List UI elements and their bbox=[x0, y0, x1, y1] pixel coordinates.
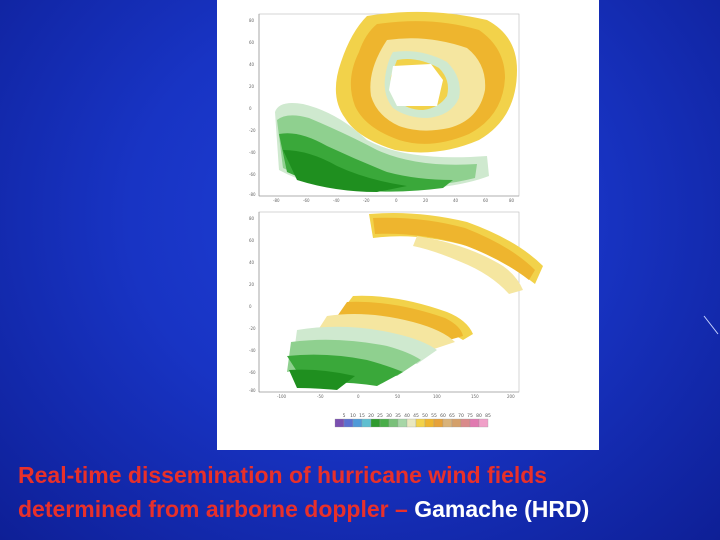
colorbar-label: 70 bbox=[458, 413, 464, 419]
colorbar-swatch bbox=[361, 418, 372, 428]
colorbar-swatch bbox=[343, 418, 354, 428]
colorbar-swatch bbox=[451, 418, 462, 428]
top-y-tick: -60 bbox=[249, 172, 256, 177]
top-x-tick: 20 bbox=[423, 198, 429, 203]
top-x-tick: 80 bbox=[509, 198, 515, 203]
slide-caption: Real-time dissemination of hurricane win… bbox=[18, 458, 718, 526]
colorbar-swatch bbox=[352, 418, 363, 428]
colorbar-label: 75 bbox=[467, 413, 473, 419]
colorbar-label: 35 bbox=[395, 413, 401, 419]
colorbar-swatch bbox=[406, 418, 417, 428]
colorbar-label: 45 bbox=[413, 413, 419, 419]
colorbar-swatch bbox=[460, 418, 471, 428]
top-x-tick: 0 bbox=[395, 198, 398, 203]
colorbar-label: 55 bbox=[431, 413, 437, 419]
colorbar-label: 20 bbox=[368, 413, 374, 419]
colorbar-swatch bbox=[379, 418, 390, 428]
top-x-tick: 60 bbox=[483, 198, 489, 203]
top-y-tick: 80 bbox=[249, 18, 255, 23]
colorbar-labels: 5 10 15 20 25 30 35 40 45 50 55 60 65 70 75 80 85 bbox=[343, 413, 491, 419]
decorative-line bbox=[703, 315, 719, 335]
bottom-y-tick: 80 bbox=[249, 216, 255, 221]
bottom-y-tick: -20 bbox=[249, 326, 256, 331]
bottom-x-tick: -50 bbox=[317, 394, 324, 399]
colorbar-label: 85 bbox=[485, 413, 491, 419]
top-y-tick: -80 bbox=[249, 192, 256, 197]
colorbar-swatch bbox=[388, 418, 399, 428]
bottom-wind-panel: -100 -50 0 50 100 150 200 80 60 40 20 0 … bbox=[249, 211, 543, 399]
colorbar-swatch bbox=[442, 418, 453, 428]
top-x-tick: -20 bbox=[363, 198, 370, 203]
top-x-tick: 40 bbox=[453, 198, 459, 203]
bottom-y-tick: 20 bbox=[249, 282, 255, 287]
top-y-tick: 20 bbox=[249, 84, 255, 89]
colorbar-label: 60 bbox=[440, 413, 446, 419]
caption-line-2: determined from airborne doppler – Gamac… bbox=[18, 492, 718, 526]
colorbar-label: 40 bbox=[404, 413, 410, 419]
bottom-y-tick: 40 bbox=[249, 260, 255, 265]
bottom-x-tick: -100 bbox=[277, 394, 287, 399]
caption-line-1: Real-time dissemination of hurricane win… bbox=[18, 462, 548, 488]
colorbar-label: 25 bbox=[377, 413, 383, 419]
colorbar bbox=[334, 418, 489, 428]
colorbar-label: 30 bbox=[386, 413, 392, 419]
colorbar-swatch bbox=[370, 418, 381, 428]
bottom-x-tick: 150 bbox=[471, 394, 479, 399]
colorbar-swatch bbox=[469, 418, 480, 428]
colorbar-label: 80 bbox=[476, 413, 482, 419]
bottom-y-tick: -60 bbox=[249, 370, 256, 375]
bottom-y-tick: 0 bbox=[249, 304, 252, 309]
colorbar-label: 15 bbox=[359, 413, 365, 419]
colorbar-label: 50 bbox=[422, 413, 428, 419]
top-x-tick: -60 bbox=[303, 198, 310, 203]
colorbar-label: 65 bbox=[449, 413, 455, 419]
colorbar-label: 5 bbox=[343, 413, 346, 419]
colorbar-swatch bbox=[478, 418, 489, 428]
colorbar-swatch bbox=[334, 418, 345, 428]
bottom-x-tick: 100 bbox=[433, 394, 441, 399]
top-y-tick: -40 bbox=[249, 150, 256, 155]
top-y-tick: 0 bbox=[249, 106, 252, 111]
top-wind-panel: -80 -60 -40 -20 0 20 40 60 80 80 60 40 2… bbox=[249, 11, 520, 203]
colorbar-swatch bbox=[424, 418, 435, 428]
bottom-y-tick: 60 bbox=[249, 238, 255, 243]
bottom-y-tick: -80 bbox=[249, 388, 256, 393]
colorbar-swatch bbox=[397, 418, 408, 428]
top-x-tick: -40 bbox=[333, 198, 340, 203]
top-y-tick: 40 bbox=[249, 62, 255, 67]
bottom-x-tick: 50 bbox=[395, 394, 401, 399]
wind-field-plots: -80 -60 -40 -20 0 20 40 60 80 80 60 40 2… bbox=[249, 11, 543, 428]
caption-credit: Gamache (HRD) bbox=[414, 496, 590, 522]
bottom-x-tick: 200 bbox=[507, 394, 515, 399]
colorbar-swatch bbox=[415, 418, 426, 428]
bottom-y-tick: -40 bbox=[249, 348, 256, 353]
top-y-tick: -20 bbox=[249, 128, 256, 133]
wind-field-figure: -80 -60 -40 -20 0 20 40 60 80 80 60 40 2… bbox=[217, 0, 599, 450]
top-x-tick: -80 bbox=[273, 198, 280, 203]
bottom-x-tick: 0 bbox=[357, 394, 360, 399]
caption-line-2-text: determined from airborne doppler – bbox=[18, 496, 415, 522]
top-y-tick: 60 bbox=[249, 40, 255, 45]
colorbar-label: 10 bbox=[350, 413, 356, 419]
colorbar-swatch bbox=[433, 418, 444, 428]
